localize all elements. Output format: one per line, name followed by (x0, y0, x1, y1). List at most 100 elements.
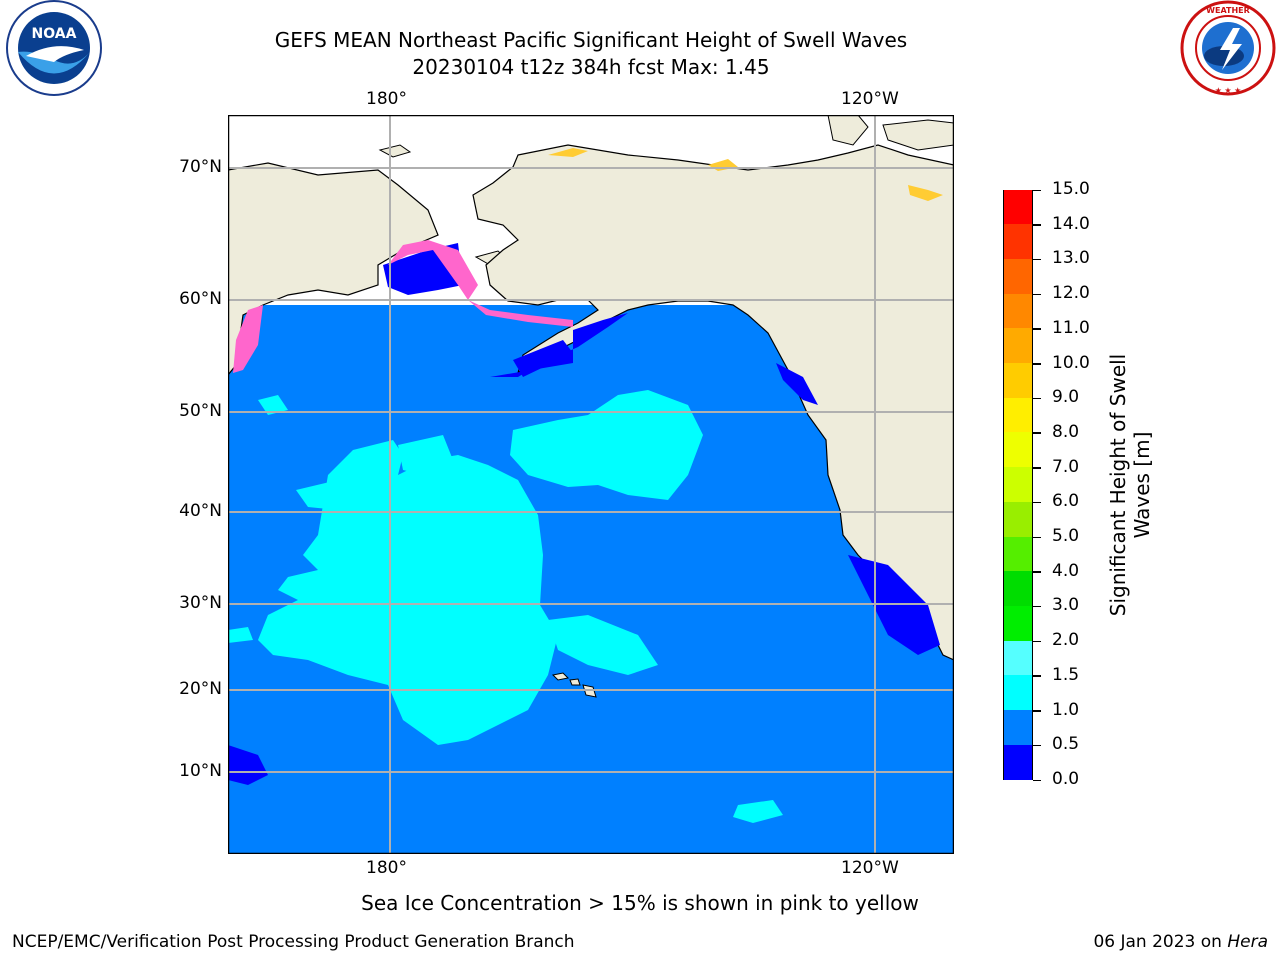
sea-ice (548, 148, 588, 157)
colorbar-tick-mark (1033, 710, 1041, 712)
colorbar-segment (1004, 501, 1032, 538)
colorbar-tick-label: 7.0 (1052, 456, 1080, 477)
colorbar-label-line1: Significant Height of Swell (1106, 353, 1130, 617)
lon-label-180-top: 180° (366, 89, 407, 109)
colorbar-tick-label: 10.0 (1052, 352, 1090, 373)
swell-region-1-5m (258, 395, 288, 415)
sea-ice (388, 240, 478, 300)
shallow-water (490, 313, 628, 377)
colorbar-segment (1004, 675, 1032, 711)
lat-label-50n: 50°N (179, 401, 222, 421)
colorbar-tick-label: 15.0 (1052, 179, 1090, 199)
footer-date: 06 Jan 2023 on Hera (1093, 932, 1268, 952)
sea-ice (468, 300, 573, 327)
sea-ice-note: Sea Ice Concentration > 15% is shown in … (361, 891, 919, 915)
colorbar-tick-mark (1033, 189, 1041, 191)
colorbar-tick-mark (1033, 363, 1041, 365)
map-gridlines (228, 115, 954, 854)
colorbar-tick-mark (1033, 536, 1041, 539)
colorbar-tick-mark (1033, 293, 1041, 296)
arctic-island (827, 115, 869, 146)
shallow-water (228, 745, 268, 785)
lat-label-20n: 20°N (179, 679, 222, 699)
svg-text:WEATHER: WEATHER (1206, 6, 1250, 15)
lat-label-40n: 40°N (179, 501, 222, 521)
lon-label-120w-bottom: 120°W (841, 858, 899, 878)
colorbar-tick-label: 6.0 (1052, 491, 1080, 512)
svg-text:★ ★ ★: ★ ★ ★ (1215, 86, 1242, 95)
colorbar-tick-mark (1033, 779, 1041, 781)
colorbar-segment (1004, 571, 1032, 607)
colorbar-segment (1004, 432, 1032, 468)
swell-region-1-5m (228, 627, 253, 643)
colorbar-segment (1004, 467, 1032, 503)
colorbar-tick-mark (1033, 397, 1041, 400)
colorbar-segment (1004, 605, 1032, 642)
footer-date-text: 06 Jan 2023 on (1093, 932, 1228, 952)
colorbar-segment (1004, 258, 1032, 295)
colorbar-segment (1004, 224, 1032, 260)
colorbar-segment (1004, 640, 1032, 676)
sea-ice (908, 185, 943, 201)
arctic-island (882, 119, 954, 151)
lat-label-60n: 60°N (179, 289, 222, 309)
colorbar-tick-label: 11.0 (1052, 317, 1090, 338)
colorbar-tick-mark (1033, 224, 1041, 226)
sea-ice (233, 305, 263, 373)
lat-label-10n: 10°N (179, 761, 222, 781)
shallow-water (776, 363, 818, 405)
lon-label-120w-top: 120°W (841, 89, 899, 109)
colorbar-segment (1004, 744, 1032, 780)
colorbar-segment (1004, 363, 1032, 399)
colorbar-tick-mark (1033, 432, 1041, 434)
colorbar-tick-label: 4.0 (1052, 560, 1080, 581)
colorbar-tick-mark (1033, 467, 1041, 469)
colorbar-tick-mark (1033, 640, 1041, 643)
colorbar-tick-mark (1033, 744, 1041, 747)
footer-credit: NCEP/EMC/Verification Post Processing Pr… (12, 932, 575, 952)
colorbar-segment (1004, 189, 1032, 225)
colorbar-label-line2: Waves [m] (1130, 431, 1154, 539)
swell-region-1-5m (258, 440, 558, 745)
colorbar-tick-mark (1033, 605, 1041, 608)
chart-subtitle: 20230104 t12z 384h fcst Max: 1.45 (412, 55, 770, 79)
colorbar-tick-label: 12.0 (1052, 283, 1090, 304)
footer-machine: Hera (1227, 932, 1268, 952)
swell-region-1-5m (296, 480, 358, 510)
lat-label-30n: 30°N (179, 593, 222, 613)
wrangel-island (378, 144, 412, 158)
colorbar-tick-label: 0.5 (1052, 734, 1080, 755)
colorbar-segment (1004, 293, 1032, 329)
colorbar-tick-mark (1033, 258, 1041, 261)
swell-region-1-5m (398, 435, 453, 475)
colorbar-tick-mark (1033, 571, 1041, 573)
colorbar-tick-label: 1.5 (1052, 664, 1080, 685)
swell-region-1-5m (548, 615, 658, 675)
colorbar-tick-label: 14.0 (1052, 213, 1090, 234)
colorbar-tick-label: 13.0 (1052, 248, 1090, 269)
shallow-water (513, 340, 573, 377)
colorbar-segment (1004, 710, 1032, 746)
colorbar-tick-label: 9.0 (1052, 387, 1080, 408)
colorbar-tick-label: 8.0 (1052, 421, 1080, 442)
colorbar-tick-mark (1033, 501, 1041, 504)
colorbar-tick-label: 3.0 (1052, 595, 1080, 616)
colorbar-tick-mark (1033, 675, 1041, 677)
colorbar-tick-label: 1.0 (1052, 699, 1080, 720)
lon-label-180-bottom: 180° (366, 858, 407, 878)
swell-region-1-5m (510, 390, 703, 500)
colorbar-segment (1004, 397, 1032, 433)
colorbar-segment (1004, 536, 1032, 572)
colorbar-tick-label: 5.0 (1052, 526, 1080, 547)
colorbar-tick-label: 0.0 (1052, 769, 1080, 789)
colorbar (1003, 189, 1033, 780)
colorbar-segment (1004, 328, 1032, 364)
noaa-logo: NOAA (6, 0, 102, 96)
nws-logo: WEATHER ★ ★ ★ (1180, 0, 1276, 96)
lat-label-70n: 70°N (179, 157, 222, 177)
map-frame (228, 115, 954, 854)
swell-region-1-5m (733, 800, 783, 823)
chart-title: GEFS MEAN Northeast Pacific Significant … (274, 28, 908, 52)
map-panel (228, 115, 954, 854)
siberia-land (228, 162, 439, 376)
